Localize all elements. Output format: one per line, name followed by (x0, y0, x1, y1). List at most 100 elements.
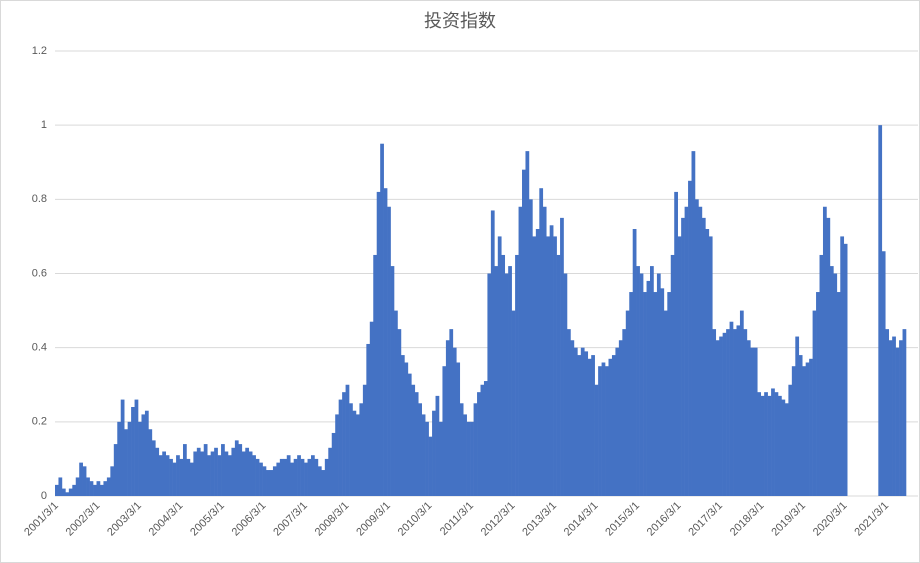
bar (580, 347, 585, 496)
bar (113, 444, 118, 496)
bar (193, 451, 198, 496)
bar (411, 384, 416, 496)
bar (179, 458, 184, 496)
bar (238, 444, 243, 496)
bar (438, 421, 443, 496)
bar (134, 399, 139, 496)
bar (432, 410, 436, 496)
bar (224, 451, 229, 496)
bar (428, 436, 433, 496)
bar (383, 188, 388, 497)
bar (106, 477, 111, 496)
bar (899, 340, 903, 496)
bar (221, 444, 225, 496)
y-tick-label: 0.2 (32, 416, 47, 428)
bar (359, 403, 364, 496)
bar (279, 458, 284, 496)
bar (110, 466, 115, 496)
bar (203, 444, 208, 496)
bar (79, 462, 83, 496)
bar (176, 455, 180, 496)
bar (99, 484, 104, 496)
bar (539, 188, 544, 497)
bar (826, 217, 831, 496)
bar (400, 355, 405, 496)
bar (684, 206, 689, 496)
bar (739, 310, 744, 496)
bar (418, 403, 422, 496)
bar (335, 414, 339, 496)
bar (414, 392, 419, 496)
bar (207, 455, 211, 496)
bar (490, 210, 495, 497)
bar (155, 447, 160, 496)
bar (497, 236, 502, 496)
bar (566, 329, 571, 496)
bar (743, 329, 748, 496)
bar (362, 384, 367, 496)
bar (774, 392, 779, 496)
bar (715, 340, 720, 496)
bar (525, 151, 530, 496)
bar (694, 199, 699, 497)
bar (698, 206, 703, 496)
bar (366, 343, 371, 496)
bar (767, 395, 772, 496)
bar (653, 292, 658, 496)
bar (515, 254, 519, 496)
bar (124, 429, 128, 496)
bar (75, 477, 80, 496)
bar (577, 355, 582, 496)
bar (120, 399, 125, 496)
bar (86, 477, 90, 496)
bar (549, 225, 554, 496)
bar (677, 236, 682, 496)
bar (283, 458, 288, 496)
bar (293, 458, 298, 496)
bar (376, 191, 381, 496)
bar (594, 384, 599, 496)
bar (816, 292, 820, 496)
bar (563, 273, 568, 496)
bar (483, 381, 488, 496)
bar (708, 236, 713, 496)
y-tick-label: 1.2 (32, 45, 47, 57)
bar (172, 462, 177, 496)
bar (397, 329, 402, 496)
bar (736, 325, 741, 496)
bar (611, 355, 616, 496)
bar (127, 421, 132, 496)
bar (255, 458, 260, 496)
bar (324, 458, 329, 496)
bar (231, 447, 236, 496)
bar (470, 421, 474, 496)
bar (272, 466, 277, 496)
bar (560, 217, 564, 496)
bar (342, 392, 346, 496)
bar (788, 384, 793, 496)
bar (456, 362, 461, 496)
chart-title: 投资指数 (424, 11, 496, 31)
bar (369, 321, 374, 496)
bar (248, 451, 253, 496)
bar (421, 414, 426, 496)
bar (535, 229, 540, 496)
bar (781, 399, 786, 496)
bar (663, 310, 668, 496)
bar (508, 266, 512, 496)
bar (373, 254, 378, 496)
bar (812, 310, 817, 496)
bar (625, 310, 630, 496)
bar (746, 340, 751, 496)
bar (705, 229, 710, 496)
bar (452, 347, 457, 496)
bar (141, 414, 146, 496)
bar (570, 340, 575, 496)
bar (528, 199, 533, 497)
bar (650, 266, 654, 496)
bar (89, 481, 94, 496)
bar (463, 414, 467, 496)
bar (68, 488, 73, 496)
bar (314, 458, 319, 496)
